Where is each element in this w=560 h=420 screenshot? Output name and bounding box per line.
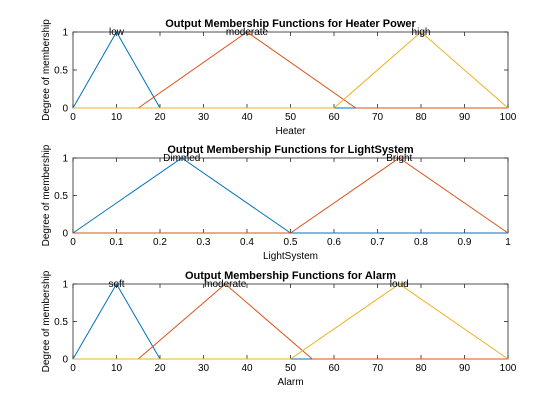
chart2-ytick-label: 0.5 — [54, 191, 68, 202]
chart2-xtick-label: 0.5 — [284, 237, 298, 248]
chart2-x-axis-label: LightSystem — [263, 251, 318, 262]
chart2-ytick-label: 1 — [62, 154, 68, 165]
chart3-axes-box — [72, 283, 509, 360]
chart3-xtick-label: 0 — [70, 363, 76, 374]
chart3-xtick-label: 10 — [111, 363, 123, 374]
chart3-x-axis-label: Alarm — [277, 377, 303, 388]
chart3-series-3-line — [73, 283, 509, 360]
chart1-xtick-label: 10 — [111, 112, 123, 123]
chart1-xtick-label: 40 — [241, 112, 253, 123]
chart3-ytick-label: 1 — [62, 280, 68, 291]
chart3-xtick-label: 100 — [500, 363, 517, 374]
chart2-xtick-label: 0.1 — [110, 237, 124, 248]
chart2-xtick-label: 0.3 — [197, 237, 211, 248]
chart1-ytick-label: 1 — [62, 28, 68, 39]
chart1-xtick-label: 30 — [198, 112, 210, 123]
chart2-series-1-line — [72, 157, 508, 234]
chart1-xtick-label: 90 — [459, 112, 471, 123]
chart2-series-2-label: Bright — [386, 153, 412, 164]
chart3-xtick-label: 60 — [328, 363, 340, 374]
chart2-series-1-label: Dimmed — [163, 153, 200, 164]
chart2-y-axis-label: Degree of membership — [41, 144, 52, 246]
chart3-ytick-label: 0 — [62, 355, 68, 366]
chart2-xtick-label: 0.6 — [327, 237, 341, 248]
chart1-series-2-label: moderate — [226, 27, 269, 38]
chart1-xtick-label: 100 — [500, 112, 517, 123]
chart1-title: Output Membership Functions for Heater P… — [165, 18, 416, 30]
chart2-axes-box — [72, 157, 509, 234]
chart1-y-axis-label: Degree of membership — [41, 19, 52, 121]
chart2-xtick-label: 1 — [505, 237, 511, 248]
chart2-xtick-label: 0.4 — [240, 237, 254, 248]
chart1-series-3-line — [73, 31, 509, 109]
chart1-xtick-label: 50 — [285, 112, 297, 123]
chart1-xtick-label: 60 — [328, 112, 340, 123]
chart2-xtick-label: 0.7 — [371, 237, 385, 248]
chart3-series-2-label: moderate — [204, 279, 247, 290]
chart1-x-axis-label: Heater — [275, 126, 306, 137]
chart2-xtick-label: 0.2 — [153, 237, 167, 248]
chart2-xtick-label: 0.8 — [414, 237, 428, 248]
chart3-series-3-label: loud — [390, 279, 409, 290]
chart2-plot: Output Membership Functions for LightSys… — [41, 144, 511, 262]
chart1-ytick-label: 0 — [62, 104, 68, 115]
chart3-title: Output Membership Functions for Alarm — [185, 270, 396, 282]
chart1-xtick-label: 20 — [154, 112, 166, 123]
chart3-xtick-label: 70 — [372, 363, 384, 374]
chart1-series-3-label: high — [412, 27, 431, 38]
chart1-series-1-label: low — [109, 27, 125, 38]
chart2-series-2-line — [73, 157, 509, 234]
chart2-xtick-label: 0 — [70, 237, 76, 248]
chart3-xtick-label: 20 — [154, 363, 166, 374]
chart1-plot: Output Membership Functions for Heater P… — [41, 18, 517, 137]
chart3-y-axis-label: Degree of membership — [41, 270, 52, 372]
chart1-xtick-label: 0 — [70, 112, 76, 123]
chart3-xtick-label: 90 — [459, 363, 471, 374]
chart3-xtick-label: 80 — [415, 363, 427, 374]
chart3-series-1-label: soft — [108, 279, 124, 290]
chart2-title: Output Membership Functions for LightSys… — [167, 144, 414, 156]
chart3-xtick-label: 30 — [198, 363, 210, 374]
chart1-xtick-label: 80 — [415, 112, 427, 123]
chart3-xtick-label: 50 — [285, 363, 297, 374]
chart2-xtick-label: 0.9 — [458, 237, 472, 248]
chart1-ytick-label: 0.5 — [54, 66, 68, 77]
chart1-xtick-label: 70 — [372, 112, 384, 123]
chart2-ytick-label: 0 — [62, 229, 68, 240]
chart3-xtick-label: 40 — [241, 363, 253, 374]
chart3-ytick-label: 0.5 — [54, 317, 68, 328]
